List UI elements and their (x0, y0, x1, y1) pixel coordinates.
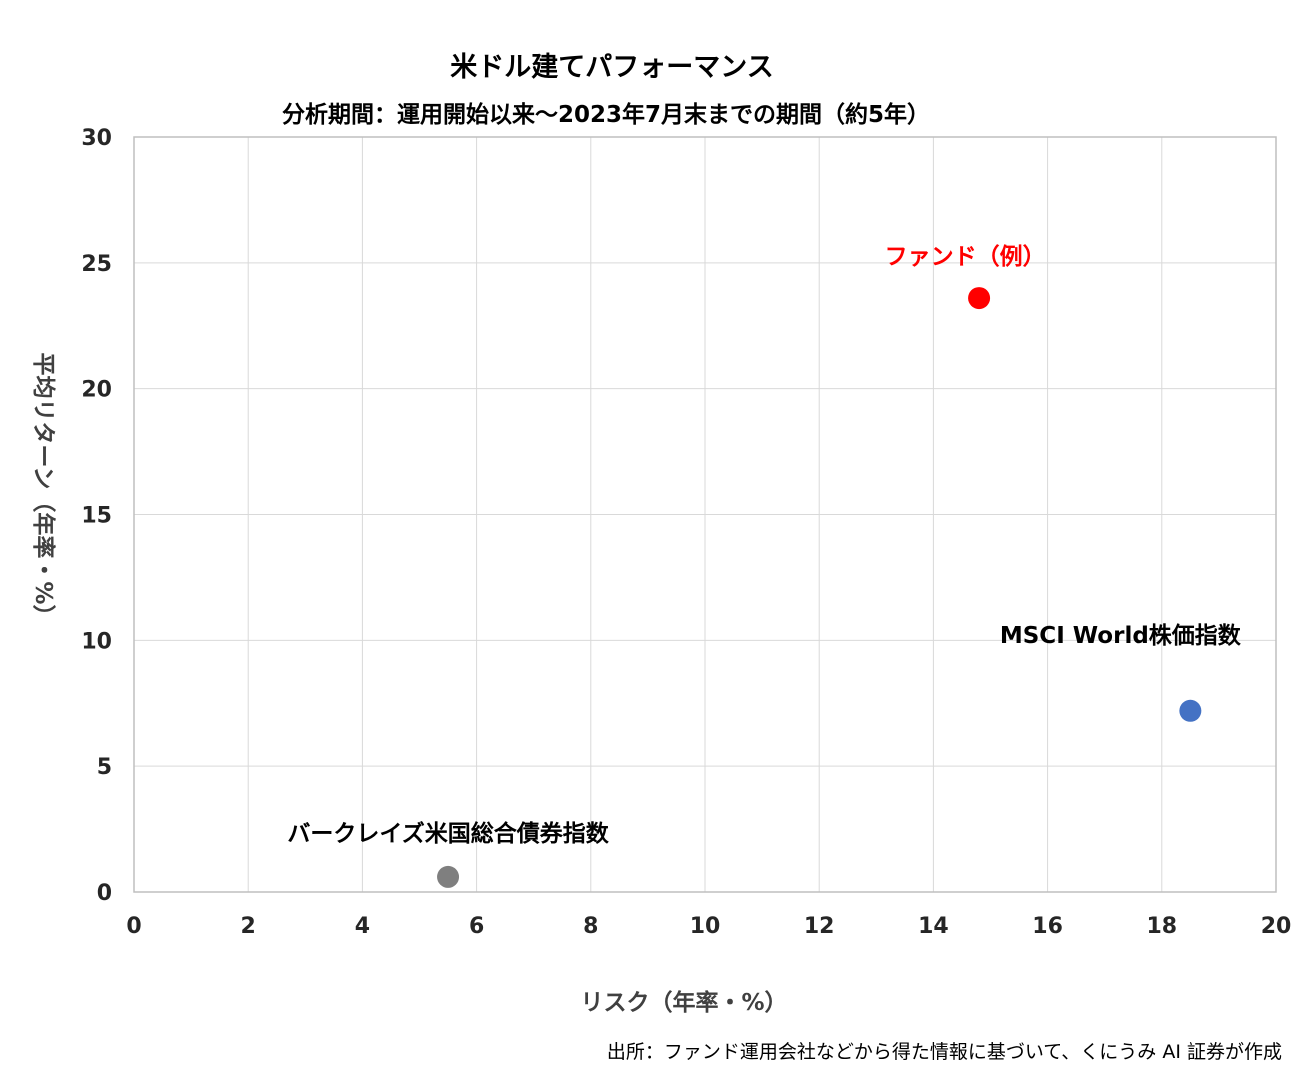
x-tick-label: 12 (804, 914, 835, 939)
x-tick-label: 0 (126, 914, 141, 939)
x-tick-label: 14 (918, 914, 949, 939)
y-axis-ticks: 0 5 10 15 20 25 30 (81, 126, 112, 906)
data-points (437, 287, 1202, 888)
x-tick-label: 18 (1146, 914, 1177, 939)
x-tick-label: 8 (583, 914, 598, 939)
x-tick-label: 4 (355, 914, 370, 939)
source-note: 出所：ファンド運用会社などから得た情報に基づいて、くにうみ AI 証券が作成 (607, 1041, 1282, 1063)
gridlines (133, 136, 1277, 893)
data-point (1179, 699, 1202, 722)
x-tick-label: 2 (241, 914, 256, 939)
data-point (437, 865, 460, 888)
x-tick-label: 16 (1032, 914, 1063, 939)
x-axis-ticks: 0 2 4 6 8 10 12 14 16 18 20 (126, 914, 1291, 939)
y-tick-label: 25 (81, 252, 112, 277)
chart-subtitle: 分析期間：運用開始以来～2023年7月末までの期間（約5年） (282, 101, 930, 128)
y-tick-label: 10 (81, 629, 112, 654)
y-tick-label: 15 (81, 504, 112, 529)
x-axis-label: リスク（年率・%） (580, 989, 787, 1016)
x-tick-label: 20 (1261, 914, 1292, 939)
y-tick-label: 30 (81, 126, 112, 151)
point-label: ファンド（例） (885, 243, 1046, 270)
y-axis-label: 平均リターン（年率・%） (30, 353, 57, 628)
y-tick-label: 0 (97, 881, 112, 906)
chart-title: 米ドル建てパフォーマンス (450, 52, 773, 83)
y-tick-label: 5 (97, 755, 112, 780)
point-label: バークレイズ米国総合債券指数 (287, 820, 609, 847)
point-label: MSCI World株価指数 (1000, 623, 1242, 649)
x-tick-label: 10 (690, 914, 721, 939)
y-tick-label: 20 (81, 378, 112, 403)
x-tick-label: 6 (469, 914, 484, 939)
data-point (968, 287, 991, 310)
plot-area-border (133, 136, 1277, 893)
